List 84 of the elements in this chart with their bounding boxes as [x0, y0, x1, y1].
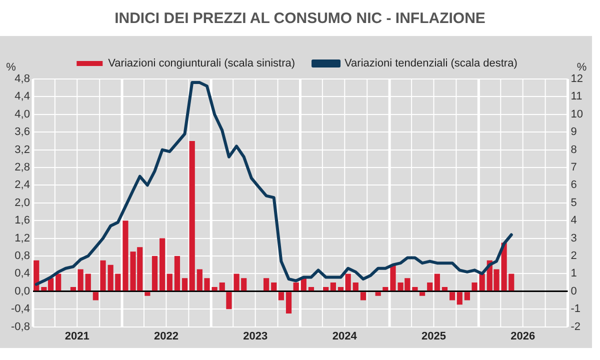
- y-tick-label: 3,6: [14, 126, 30, 138]
- bar: [278, 292, 284, 300]
- bar: [479, 274, 485, 291]
- y2-tick-label: 11: [570, 90, 582, 103]
- bar: [390, 264, 396, 291]
- x-tick-label: 2021: [64, 330, 90, 342]
- y2-tick-label: 2: [570, 250, 577, 262]
- bar: [92, 292, 98, 300]
- x-tick-label: 2023: [243, 330, 268, 342]
- y-tick-label: 2,0: [14, 196, 30, 209]
- legend-label: Variazioni tendenziali (scala destra): [344, 58, 518, 70]
- y-tick-label: 1,6: [14, 214, 30, 227]
- bar: [412, 286, 418, 291]
- bar: [70, 286, 76, 291]
- bar: [352, 282, 358, 291]
- bar: [219, 282, 225, 291]
- y-tick-label: -0,4: [10, 303, 30, 316]
- bar: [338, 286, 344, 291]
- bar: [293, 282, 299, 291]
- y2-tick-label: 9: [570, 126, 577, 138]
- bar: [382, 286, 388, 291]
- bar: [450, 292, 456, 300]
- y2-tick-label: 10: [570, 108, 584, 120]
- bar: [375, 292, 381, 296]
- bar: [442, 286, 448, 291]
- bar: [56, 274, 62, 291]
- bar: [456, 292, 462, 305]
- bar: [472, 282, 478, 291]
- bar: [174, 256, 180, 291]
- x-tick-label: 2025: [422, 330, 446, 342]
- bar: [182, 278, 188, 291]
- bar: [152, 256, 158, 291]
- bar: [330, 282, 336, 291]
- y2-tick-label: 4: [570, 214, 577, 227]
- y2-tick-label: 3: [570, 232, 577, 244]
- y-tick-label: 2,4: [14, 179, 30, 192]
- y-tick-label: 0,4: [14, 268, 30, 280]
- bar: [419, 292, 426, 296]
- y2-tick-label: 0: [570, 285, 577, 298]
- bar: [212, 286, 218, 291]
- y2-tick-label: 1: [570, 268, 577, 280]
- x-tick-label: 2026: [510, 330, 536, 342]
- y2-axis-title: %: [576, 62, 587, 74]
- x-tick-label: 2022: [154, 330, 178, 342]
- bar: [286, 292, 292, 314]
- y-tick-label: 2,8: [14, 162, 30, 174]
- y2-tick-label: -2: [570, 320, 581, 333]
- y-tick-label: 1,2: [14, 232, 30, 244]
- bar: [100, 260, 106, 291]
- y2-tick-label: 8: [570, 144, 577, 156]
- bar: [345, 274, 351, 291]
- y-tick-label: 4,4: [14, 90, 30, 103]
- bar: [78, 269, 84, 291]
- bar: [226, 292, 232, 310]
- bar: [85, 274, 91, 291]
- bar: [189, 140, 195, 291]
- chart-title: INDICI DEI PREZZI AL CONSUMO NIC - INFLAZIONE: [114, 9, 486, 29]
- bar: [308, 286, 314, 291]
- bar: [34, 260, 40, 291]
- y2-tick-label: 7: [570, 162, 577, 174]
- bar: [144, 292, 150, 296]
- y-tick-label: 4,8: [14, 73, 30, 86]
- y-tick-label: 0,0: [14, 285, 30, 298]
- y2-tick-label: 5: [570, 196, 577, 209]
- bar: [160, 238, 166, 291]
- bar: [166, 274, 172, 291]
- bar: [434, 274, 440, 291]
- bar: [271, 282, 277, 291]
- x-tick-label: 2024: [332, 330, 358, 342]
- y-tick-label: 3,2: [14, 144, 30, 156]
- y2-tick-label: 6: [570, 179, 577, 192]
- y-axis-title: %: [6, 62, 16, 74]
- y2-tick-label: -1: [570, 303, 581, 316]
- legend-label: Variazioni congiunturali (scala sinistra): [108, 58, 296, 70]
- bar: [264, 278, 270, 291]
- y2-tick-label: 12: [570, 73, 584, 86]
- bar: [323, 286, 329, 291]
- bar: [300, 278, 306, 291]
- bar: [427, 282, 433, 291]
- bar: [464, 292, 470, 300]
- bar: [360, 292, 366, 300]
- y-tick-label: -0,8: [10, 320, 30, 333]
- y-tick-label: 0,8: [14, 250, 30, 262]
- y-tick-label: 4,0: [14, 108, 30, 120]
